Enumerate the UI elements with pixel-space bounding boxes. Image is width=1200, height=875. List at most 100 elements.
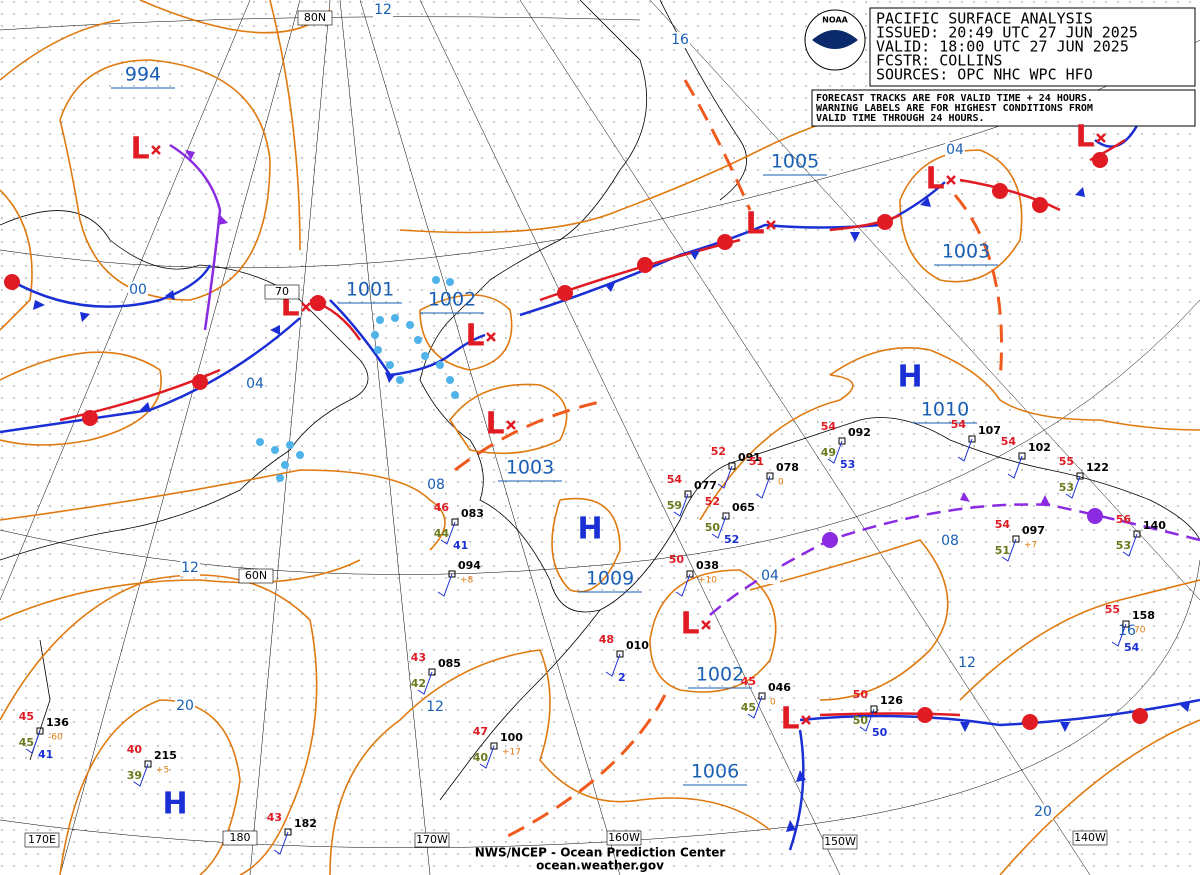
grid-label-box xyxy=(238,568,274,584)
note-box xyxy=(811,89,1196,127)
isobar-label: 08 xyxy=(941,533,959,549)
pressure-label: 1009 xyxy=(586,568,634,590)
grid-label: 80N xyxy=(304,11,326,24)
note-line: FORECAST TRACKS ARE FOR VALID TIME + 24 … xyxy=(816,93,1093,104)
station-temp: 50 xyxy=(669,553,685,566)
station-id: 100 xyxy=(500,731,523,744)
station-icon xyxy=(490,742,498,750)
station-dew: 53 xyxy=(1059,481,1074,494)
wind-barb xyxy=(755,475,771,499)
grid-label: 140W xyxy=(1074,831,1106,844)
wind-barb xyxy=(440,521,456,545)
header-sources: SOURCES: OPC NHC WPC HFO xyxy=(876,66,1093,84)
wind-barb xyxy=(417,671,433,695)
wind-barb xyxy=(1111,623,1127,647)
grid-label-box xyxy=(1072,830,1108,846)
station-icon xyxy=(1133,530,1141,538)
isobar-label-bg xyxy=(1033,804,1053,820)
isobar-label: 12 xyxy=(181,560,199,576)
station-id: 140 xyxy=(1143,519,1166,532)
station-change: +10 xyxy=(698,576,717,586)
low-symbol: L xyxy=(485,407,504,442)
low-x xyxy=(946,175,956,185)
station-temp: 54 xyxy=(951,418,967,431)
wind-barb xyxy=(1122,533,1138,557)
station-id: 038 xyxy=(696,559,719,572)
station-other: 2 xyxy=(618,671,626,684)
pressure-label: 994 xyxy=(125,64,161,86)
isobar-label: 04 xyxy=(761,568,779,584)
station-other: 54 xyxy=(1124,641,1140,654)
isobar-label-bg xyxy=(425,699,445,715)
wind-barb xyxy=(1007,455,1023,479)
station-temp: 47 xyxy=(473,725,488,738)
wind-barb xyxy=(25,730,41,754)
station-temp: 43 xyxy=(411,651,426,664)
wind-barb xyxy=(827,440,843,464)
station-dew: 39 xyxy=(127,769,142,782)
isobar-label-bg xyxy=(373,2,393,18)
station-temp: 51 xyxy=(749,455,764,468)
wind-barb xyxy=(711,515,727,539)
station-id: 065 xyxy=(732,501,755,514)
station-temp: 54 xyxy=(1001,435,1017,448)
wind-barb xyxy=(747,695,763,719)
station-dew: 45 xyxy=(19,736,34,749)
grid-label: 150W xyxy=(824,835,856,848)
ice-edge xyxy=(256,276,459,482)
station-icon xyxy=(722,512,730,520)
station-id: 092 xyxy=(848,426,871,439)
wind-barb xyxy=(675,573,691,597)
isobar-label: 16 xyxy=(671,32,689,48)
station-other: 41 xyxy=(453,539,468,552)
pressure-label: 1010 xyxy=(921,399,969,421)
station-id: 182 xyxy=(294,817,317,830)
station-icon xyxy=(728,462,736,470)
isobar-label: 08 xyxy=(427,477,445,493)
isobar-label-bg xyxy=(128,282,148,298)
station-change: -60 xyxy=(48,733,63,743)
isobar-label-bg xyxy=(670,32,690,48)
station-temp: 50 xyxy=(853,688,869,701)
station-icon xyxy=(968,435,976,443)
pressure-label: 1001 xyxy=(346,279,394,301)
station-id: 010 xyxy=(626,639,649,652)
grid-label: 170E xyxy=(28,833,56,846)
footer-agency: NWS/NCEP - Ocean Prediction Center xyxy=(475,846,726,860)
grid-label-box xyxy=(24,832,60,848)
station-id: 158 xyxy=(1132,609,1155,622)
station-id: 091 xyxy=(738,451,761,464)
station-icon xyxy=(838,437,846,445)
station-other: 41 xyxy=(38,748,53,761)
station-change: 70 xyxy=(1134,626,1146,636)
station-icon xyxy=(684,490,692,498)
station-icon xyxy=(284,828,292,836)
station-temp: 46 xyxy=(434,501,450,514)
station-id: 078 xyxy=(776,461,799,474)
station-temp: 54 xyxy=(995,518,1011,531)
isobar-label-bg xyxy=(426,477,446,493)
station-dew: 40 xyxy=(473,751,489,764)
station-change: +8 xyxy=(460,576,474,586)
wind-barb xyxy=(957,438,973,462)
grid-label-box xyxy=(264,284,300,300)
wind-barb xyxy=(673,493,689,517)
grid-label: 180 xyxy=(230,831,251,844)
grid-label: 160W xyxy=(608,831,640,844)
station-dew: 51 xyxy=(995,544,1010,557)
low-symbol: L xyxy=(925,162,944,197)
isobar-label: 00 xyxy=(129,282,147,298)
wind-barb xyxy=(1065,475,1081,499)
isobar-label: 20 xyxy=(176,698,194,714)
isobar-label: 20 xyxy=(1034,804,1052,820)
footer-url: ocean.weather.gov xyxy=(536,859,664,873)
station-temp: 56 xyxy=(1116,513,1132,526)
station-icon xyxy=(758,692,766,700)
station-dew: 49 xyxy=(821,446,836,459)
high-symbol: H xyxy=(577,512,602,547)
station-other: 53 xyxy=(840,458,855,471)
wind-barb xyxy=(1001,538,1017,562)
station-temp: 55 xyxy=(1105,603,1120,616)
